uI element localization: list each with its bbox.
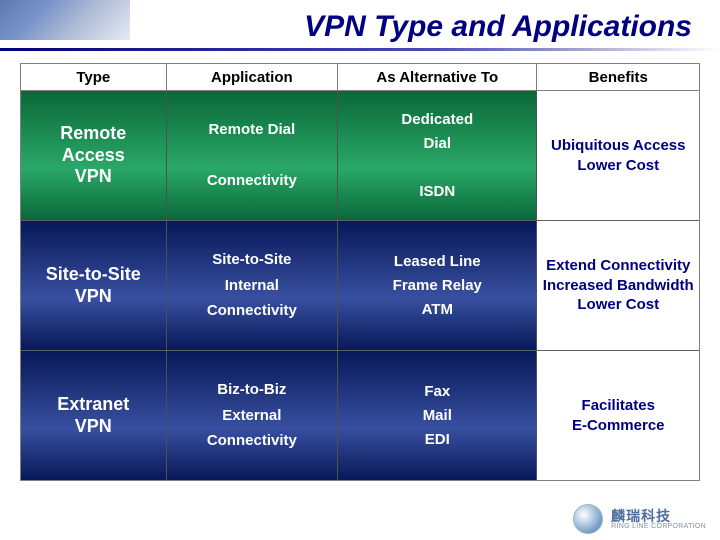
cell-text-line: VPN xyxy=(75,416,112,438)
table-body: RemoteAccessVPNRemote Dial ConnectivityD… xyxy=(20,91,700,481)
cell-application: Remote Dial Connectivity xyxy=(167,91,339,220)
table-row: ExtranetVPNBiz-to-BizExternalConnectivit… xyxy=(21,351,699,480)
cell-application: Biz-to-BizExternalConnectivity xyxy=(167,351,339,480)
col-header-application: Application xyxy=(167,64,339,90)
title-underline xyxy=(0,48,720,51)
corner-decoration xyxy=(0,0,130,40)
cell-text-line xyxy=(250,143,254,169)
brand-text: 麟瑞科技 RING LINE CORPORATION xyxy=(611,509,706,530)
cell-text-line: Mail xyxy=(423,404,452,428)
cell-text-line: Site-to-Site xyxy=(212,247,291,273)
cell-text-line: Remote Dial xyxy=(208,117,295,143)
cell-text-line: Leased Line xyxy=(394,250,481,274)
cell-text-line: Connectivity xyxy=(207,168,297,194)
cell-text-line: Biz-to-Biz xyxy=(217,377,286,403)
footer-brand: 麟瑞科技 RING LINE CORPORATION xyxy=(573,504,706,534)
cell-text-line: Lower Cost xyxy=(577,295,659,315)
cell-text-line: ISDN xyxy=(419,180,455,204)
table-row: RemoteAccessVPNRemote Dial ConnectivityD… xyxy=(21,91,699,221)
col-header-type: Type xyxy=(21,64,167,90)
cell-text-line: Extend Connectivity xyxy=(546,256,690,276)
cell-benefits: FacilitatesE-Commerce xyxy=(537,351,699,480)
table-header-row: Type Application As Alternative To Benef… xyxy=(20,63,700,91)
cell-text-line: External xyxy=(222,403,281,429)
col-header-alternative: As Alternative To xyxy=(338,64,537,90)
cell-alternative: Leased LineFrame RelayATM xyxy=(338,221,537,350)
cell-type: RemoteAccessVPN xyxy=(21,91,167,220)
cell-text-line xyxy=(435,156,439,180)
cell-text-line: Ubiquitous Access xyxy=(551,136,685,156)
cell-text-line: Fax xyxy=(424,380,450,404)
brand-name-en: RING LINE CORPORATION xyxy=(611,523,706,530)
vpn-table: Type Application As Alternative To Benef… xyxy=(20,63,700,481)
cell-text-line: Remote xyxy=(60,123,126,145)
cell-text-line: Frame Relay xyxy=(393,274,482,298)
cell-type: Site-to-SiteVPN xyxy=(21,221,167,350)
cell-text-line: VPN xyxy=(75,166,112,188)
cell-text-line: ATM xyxy=(422,298,453,322)
cell-text-line: Increased Bandwidth xyxy=(543,276,694,296)
table-row: Site-to-SiteVPNSite-to-SiteInternalConne… xyxy=(21,221,699,351)
cell-text-line: Internal xyxy=(225,273,279,299)
cell-text-line: Extranet xyxy=(57,394,129,416)
brand-logo-icon xyxy=(573,504,603,534)
cell-type: ExtranetVPN xyxy=(21,351,167,480)
brand-name-cn: 麟瑞科技 xyxy=(611,509,706,523)
cell-benefits: Ubiquitous AccessLower Cost xyxy=(537,91,699,220)
cell-text-line: Facilitates xyxy=(582,396,655,416)
cell-benefits: Extend ConnectivityIncreased BandwidthLo… xyxy=(537,221,699,350)
cell-text-line: Dial xyxy=(424,132,452,156)
cell-text-line: Dedicated xyxy=(401,108,473,132)
cell-alternative: FaxMailEDI xyxy=(338,351,537,480)
cell-text-line: VPN xyxy=(75,286,112,308)
cell-text-line: Connectivity xyxy=(207,298,297,324)
cell-application: Site-to-SiteInternalConnectivity xyxy=(167,221,339,350)
cell-text-line: Lower Cost xyxy=(577,156,659,176)
cell-text-line: Access xyxy=(62,145,125,167)
cell-alternative: DedicatedDial ISDN xyxy=(338,91,537,220)
cell-text-line: EDI xyxy=(425,428,450,452)
col-header-benefits: Benefits xyxy=(537,64,699,90)
cell-text-line: Connectivity xyxy=(207,428,297,454)
cell-text-line: Site-to-Site xyxy=(46,264,141,286)
cell-text-line: E-Commerce xyxy=(572,416,665,436)
